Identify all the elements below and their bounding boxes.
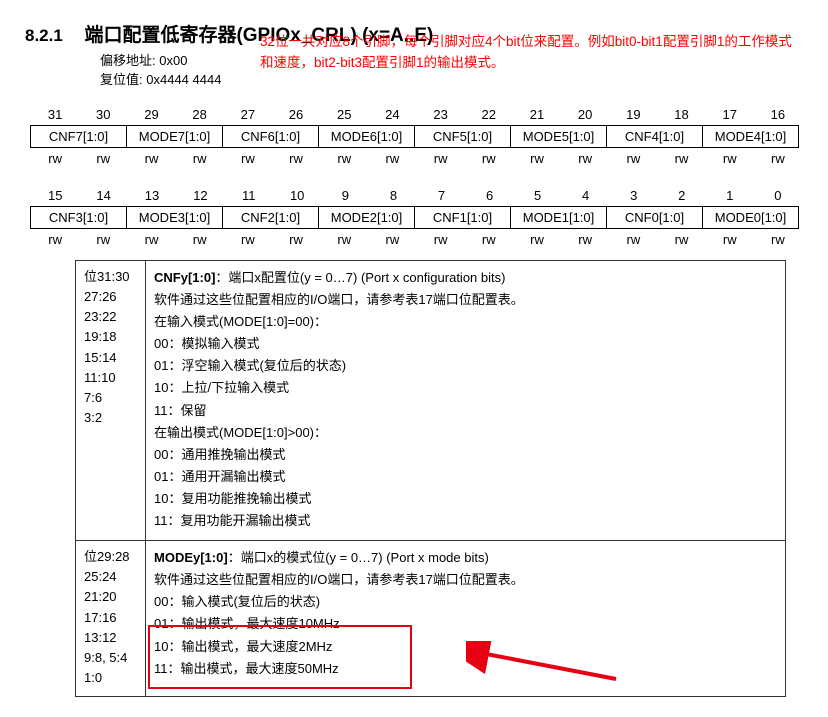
cnfy-l7: 在输出模式(MODE[1:0]>00)：: [154, 425, 327, 440]
rw-row-low: rwrwrwrwrwrwrwrwrwrwrwrwrwrwrwrw: [30, 229, 803, 250]
bit-numbers-low: 1514131211109876543210: [30, 185, 803, 206]
cnfy-l9: 01：通用开漏输出模式: [154, 469, 285, 484]
highlight-box: [148, 625, 412, 689]
bit-row-low: 1514131211109876543210 CNF3[1:0]MODE3[1:…: [30, 185, 803, 250]
offset-label: 偏移地址:: [100, 53, 156, 68]
offset-value: 0x00: [159, 53, 187, 68]
cnfy-l6: 11：保留: [154, 403, 207, 418]
arrow-icon: [466, 641, 626, 698]
cnfy-bits: 位31:3027:2623:2219:1815:1411:107:63:2: [76, 261, 146, 541]
reset-label: 复位值:: [100, 72, 143, 87]
cnfy-l5: 10：上拉/下拉输入模式: [154, 380, 289, 395]
modey-title-rest: ：端口x的模式位(y = 0…7) (Port x mode bits): [228, 550, 489, 565]
cnfy-l3: 00：模拟输入模式: [154, 336, 259, 351]
annotation-text: 32位一共对应8个引脚，每个引脚对应4个bit位来配置。例如bit0-bit1配…: [260, 32, 800, 74]
cnfy-l11: 11：复用功能开漏输出模式: [154, 513, 311, 528]
cnfy-desc: CNFy[1:0]：端口x配置位(y = 0…7) (Port x config…: [146, 261, 786, 541]
reset-value: 0x4444 4444: [146, 72, 221, 87]
cnfy-row: 位31:3027:2623:2219:1815:1411:107:63:2 CN…: [76, 261, 786, 541]
cnfy-l8: 00：通用推挽输出模式: [154, 447, 285, 462]
register-subinfo: 偏移地址: 0x00 复位值: 0x4444 4444 32位一共对应8个引脚，…: [100, 50, 803, 88]
cnfy-title-rest: ：端口x配置位(y = 0…7) (Port x configuration b…: [215, 270, 505, 285]
cnfy-l2: 在输入模式(MODE[1:0]=00)：: [154, 314, 327, 329]
rw-row-high: rwrwrwrwrwrwrwrwrwrwrwrwrwrwrwrw: [30, 148, 803, 169]
modey-bits: 位29:2825:2421:2017:1613:129:8, 5:41:0: [76, 541, 146, 697]
bit-row-high: 31302928272625242322212019181716 CNF7[1:…: [30, 104, 803, 169]
bit-numbers-high: 31302928272625242322212019181716: [30, 104, 803, 125]
section-number: 8.2.1: [25, 26, 63, 46]
cnfy-title-bold: CNFy[1:0]: [154, 270, 215, 285]
modey-desc: MODEy[1:0]：端口x的模式位(y = 0…7) (Port x mode…: [146, 541, 786, 697]
cnfy-l10: 10：复用功能推挽输出模式: [154, 491, 311, 506]
cnfy-l4: 01：浮空输入模式(复位后的状态): [154, 358, 346, 373]
description-table: 位31:3027:2623:2219:1815:1411:107:63:2 CN…: [75, 260, 786, 697]
modey-l2: 00：输入模式(复位后的状态): [154, 594, 320, 609]
modey-row: 位29:2825:2421:2017:1613:129:8, 5:41:0 MO…: [76, 541, 786, 697]
bit-cells-high: CNF7[1:0]MODE7[1:0]CNF6[1:0]MODE6[1:0]CN…: [30, 125, 799, 148]
modey-title-bold: MODEy[1:0]: [154, 550, 228, 565]
cnfy-l1: 软件通过这些位配置相应的I/O端口，请参考表17端口位配置表。: [154, 292, 524, 307]
bit-cells-low: CNF3[1:0]MODE3[1:0]CNF2[1:0]MODE2[1:0]CN…: [30, 206, 799, 229]
modey-l1: 软件通过这些位配置相应的I/O端口，请参考表17端口位配置表。: [154, 572, 524, 587]
